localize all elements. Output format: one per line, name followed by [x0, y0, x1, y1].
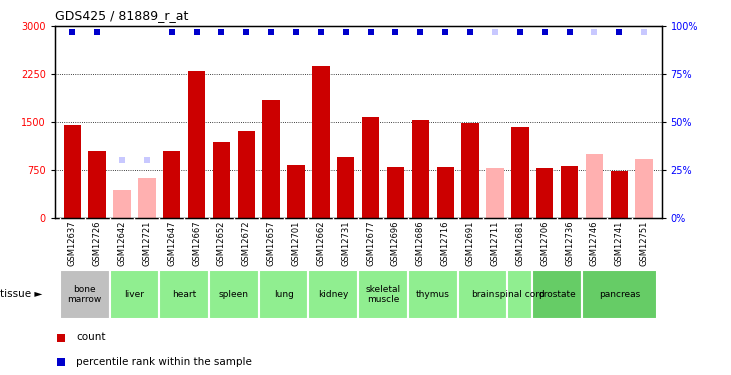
Bar	[259, 270, 308, 319]
Text: kidney: kidney	[318, 290, 349, 299]
Bar	[262, 100, 280, 218]
Bar	[635, 159, 653, 218]
Bar	[110, 270, 159, 319]
Text: GSM12647: GSM12647	[167, 220, 176, 266]
Bar	[511, 127, 529, 218]
Text: GDS425 / 81889_r_at: GDS425 / 81889_r_at	[55, 9, 188, 22]
Bar	[209, 270, 259, 319]
Bar	[610, 171, 628, 217]
Bar	[586, 154, 603, 218]
Text: GSM12731: GSM12731	[341, 220, 350, 266]
Bar	[64, 125, 81, 218]
Text: GSM12652: GSM12652	[217, 220, 226, 266]
Bar	[387, 166, 404, 218]
Text: GSM12696: GSM12696	[391, 220, 400, 266]
Bar	[436, 166, 454, 218]
Text: GSM12706: GSM12706	[540, 220, 549, 266]
Text: spleen: spleen	[219, 290, 249, 299]
Bar	[163, 150, 181, 217]
Bar	[238, 132, 255, 218]
Text: GSM12726: GSM12726	[93, 220, 102, 266]
Text: GSM12672: GSM12672	[242, 220, 251, 266]
Text: GSM12736: GSM12736	[565, 220, 574, 266]
Bar	[213, 142, 230, 218]
Bar	[412, 120, 429, 218]
Text: skeletal
muscle: skeletal muscle	[366, 285, 401, 304]
Bar	[113, 190, 131, 217]
Bar	[358, 270, 408, 319]
Bar	[88, 150, 106, 217]
Text: thymus: thymus	[416, 290, 450, 299]
Text: GSM12686: GSM12686	[416, 220, 425, 266]
Bar	[458, 270, 507, 319]
Text: brain: brain	[471, 290, 494, 299]
Text: GSM12741: GSM12741	[615, 220, 624, 266]
Text: GSM12667: GSM12667	[192, 220, 201, 266]
Bar	[536, 168, 553, 217]
Bar	[532, 270, 582, 319]
Bar	[461, 123, 479, 218]
Text: GSM12662: GSM12662	[317, 220, 325, 266]
Text: GSM12681: GSM12681	[515, 220, 524, 266]
Bar	[138, 178, 156, 218]
Bar	[60, 270, 110, 319]
Text: GSM12657: GSM12657	[267, 220, 276, 266]
Text: tissue ►: tissue ►	[0, 290, 42, 299]
Text: percentile rank within the sample: percentile rank within the sample	[76, 357, 252, 367]
Bar	[312, 66, 330, 218]
Text: GSM12701: GSM12701	[292, 220, 300, 266]
Text: lung: lung	[273, 290, 294, 299]
Text: GSM12716: GSM12716	[441, 220, 450, 266]
Text: GSM12721: GSM12721	[143, 220, 151, 266]
Text: liver: liver	[124, 290, 145, 299]
Bar	[287, 165, 305, 218]
Text: GSM12677: GSM12677	[366, 220, 375, 266]
Text: spinal cord: spinal cord	[495, 290, 545, 299]
Text: GSM12751: GSM12751	[640, 220, 648, 266]
Bar	[308, 270, 358, 319]
Text: heart: heart	[172, 290, 196, 299]
Text: bone
marrow: bone marrow	[67, 285, 102, 304]
Bar	[337, 157, 355, 218]
Bar	[486, 168, 504, 217]
Text: count: count	[76, 333, 105, 342]
Bar	[408, 270, 458, 319]
Text: pancreas: pancreas	[599, 290, 640, 299]
Text: GSM12691: GSM12691	[466, 220, 474, 266]
Text: GSM12637: GSM12637	[68, 220, 77, 266]
Bar	[362, 117, 379, 218]
Bar	[188, 71, 205, 217]
Text: GSM12642: GSM12642	[118, 220, 126, 266]
Bar	[582, 270, 656, 319]
Text: GSM12711: GSM12711	[491, 220, 499, 266]
Text: GSM12746: GSM12746	[590, 220, 599, 266]
Bar	[159, 270, 209, 319]
Bar	[561, 166, 578, 218]
Bar	[507, 270, 532, 319]
Text: prostate: prostate	[538, 290, 576, 299]
